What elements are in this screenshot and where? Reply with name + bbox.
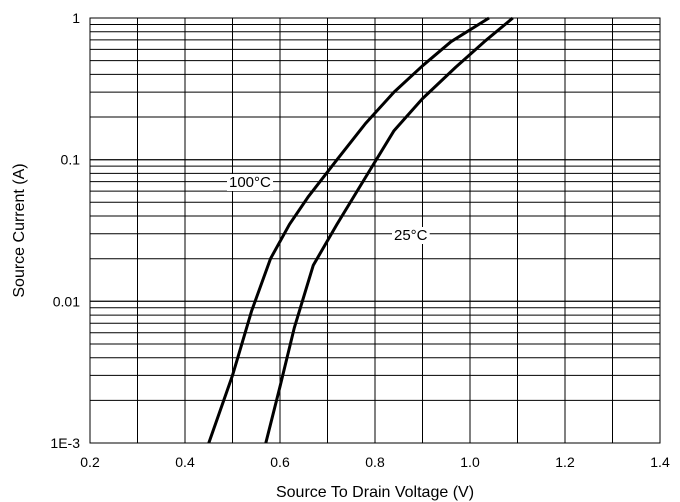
y-tick-label: 0.1 xyxy=(61,152,81,168)
x-axis-label: Source To Drain Voltage (V) xyxy=(276,484,474,501)
y-tick-label: 1E-3 xyxy=(50,435,80,451)
plot-frame xyxy=(89,17,661,444)
series-line-1 xyxy=(264,16,514,444)
y-tick-label: 0.01 xyxy=(53,293,80,309)
y-tick-labels: 1E-3 0.01 0.1 1 xyxy=(50,10,80,451)
series-label-background xyxy=(227,174,274,191)
series-label-100c: 100°C xyxy=(229,174,271,191)
x-tick-label: 1.0 xyxy=(460,454,480,470)
x-tick-label: 0.6 xyxy=(270,454,290,470)
y-tick-label: 1 xyxy=(72,10,80,26)
series-line-0 xyxy=(207,16,490,444)
x-tick-label: 1.2 xyxy=(555,454,575,470)
y-axis-label: Source Current (A) xyxy=(11,163,28,297)
x-tick-label: 0.8 xyxy=(365,454,385,470)
x-tick-label: 0.2 xyxy=(80,454,100,470)
series-lines xyxy=(207,16,514,444)
x-tick-label: 0.4 xyxy=(175,454,195,470)
grid xyxy=(89,17,661,444)
x-tick-label: 1.4 xyxy=(650,454,670,470)
x-tick-labels: 0.2 0.4 0.6 0.8 1.0 1.2 1.4 xyxy=(80,454,670,470)
series-label-25c: 25°C xyxy=(394,227,428,244)
series-label-background xyxy=(392,227,430,244)
